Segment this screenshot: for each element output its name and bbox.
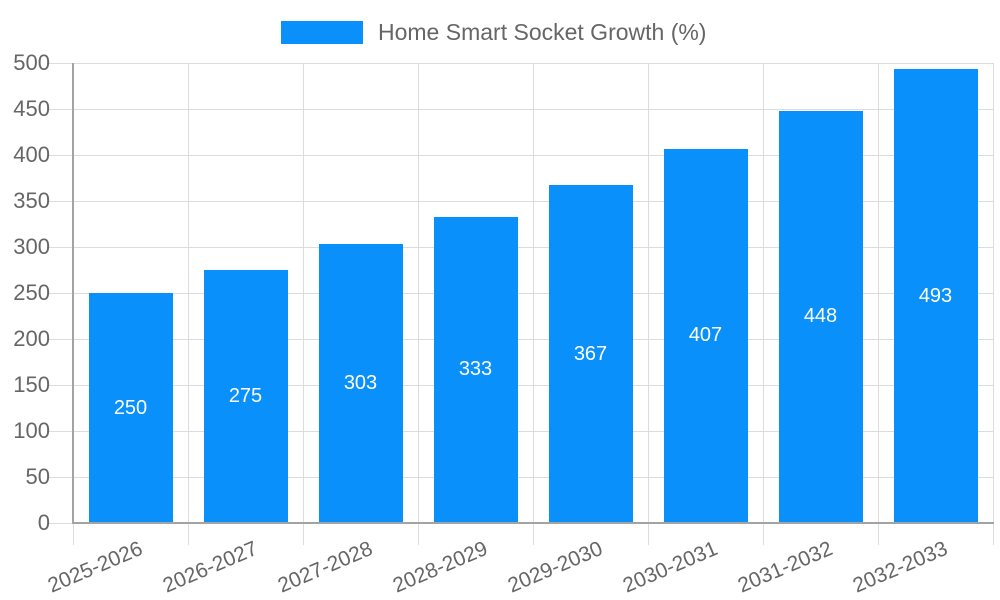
gridline-vertical bbox=[647, 63, 649, 545]
gridline-vertical bbox=[187, 63, 189, 545]
gridline-vertical bbox=[532, 63, 534, 545]
bar[interactable] bbox=[778, 110, 863, 522]
bar-value-label: 303 bbox=[343, 372, 378, 395]
gridline-horizontal bbox=[48, 430, 993, 432]
gridline-horizontal bbox=[48, 108, 993, 110]
y-axis-tick-label: 500 bbox=[13, 50, 50, 75]
bar-value-label: 448 bbox=[803, 305, 838, 328]
y-axis-tick-label: 300 bbox=[13, 234, 50, 259]
bar-value-label: 407 bbox=[688, 324, 723, 347]
y-axis-tick-label: 250 bbox=[13, 280, 50, 305]
legend-label: Home Smart Socket Growth (%) bbox=[378, 19, 707, 45]
x-axis-line bbox=[72, 522, 994, 524]
y-axis-line bbox=[72, 63, 74, 523]
gridline-horizontal bbox=[48, 338, 993, 340]
bar-value-label: 250 bbox=[113, 396, 148, 419]
gridline-vertical bbox=[762, 63, 764, 545]
gridline-horizontal bbox=[48, 154, 993, 156]
bar[interactable] bbox=[893, 69, 978, 522]
bar[interactable] bbox=[318, 244, 403, 522]
gridline-vertical bbox=[877, 63, 879, 545]
bar[interactable] bbox=[663, 148, 748, 522]
legend-item[interactable]: Home Smart Socket Growth (%) bbox=[281, 19, 706, 46]
y-axis-tick-label: 350 bbox=[13, 188, 50, 213]
gridline-horizontal bbox=[48, 292, 993, 294]
y-axis-tick-label: 450 bbox=[13, 96, 50, 121]
gridline-horizontal bbox=[48, 246, 993, 248]
bar[interactable] bbox=[203, 270, 288, 522]
bar[interactable] bbox=[433, 216, 518, 522]
gridline-horizontal bbox=[48, 200, 993, 202]
gridline-vertical bbox=[417, 63, 419, 545]
gridline-horizontal bbox=[48, 62, 993, 64]
y-axis-tick-label: 50 bbox=[25, 464, 50, 489]
y-axis-tick-label: 400 bbox=[13, 142, 50, 167]
y-axis-tick-label: 0 bbox=[37, 510, 50, 535]
bar-value-label: 493 bbox=[918, 284, 953, 307]
gridline-vertical bbox=[302, 63, 304, 545]
bar[interactable] bbox=[88, 293, 173, 522]
gridline-horizontal bbox=[48, 384, 993, 386]
bar[interactable] bbox=[548, 185, 633, 522]
y-axis-tick-label: 150 bbox=[13, 372, 50, 397]
y-axis-tick-label: 100 bbox=[13, 418, 50, 443]
legend-swatch bbox=[281, 21, 363, 44]
bar-value-label: 275 bbox=[228, 385, 263, 407]
gridline-vertical bbox=[992, 63, 994, 545]
gridline-horizontal bbox=[48, 476, 993, 478]
y-axis-tick-label: 200 bbox=[13, 326, 50, 351]
bar-value-label: 333 bbox=[458, 358, 493, 381]
bar-value-label: 367 bbox=[573, 342, 608, 365]
